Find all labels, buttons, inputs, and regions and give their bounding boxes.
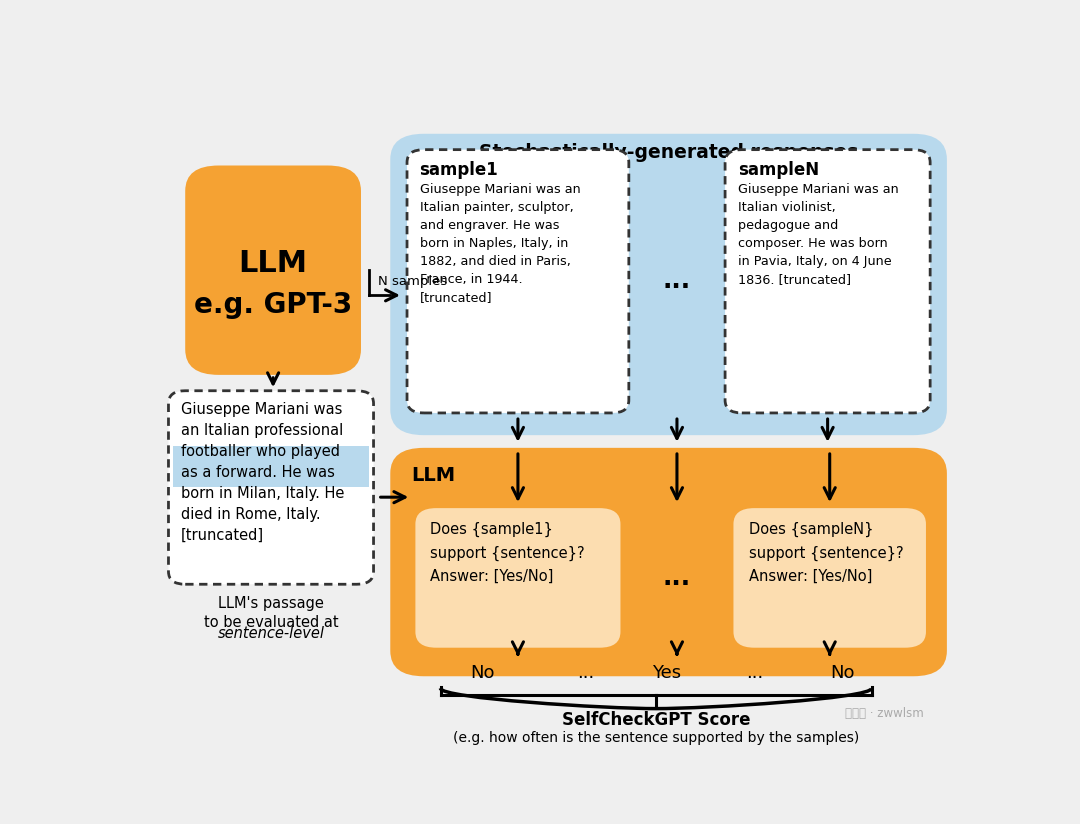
- Text: sampleN: sampleN: [738, 161, 819, 179]
- Text: e.g. GPT-3: e.g. GPT-3: [194, 291, 352, 319]
- Text: Yes: Yes: [652, 664, 681, 682]
- Text: N samples: N samples: [378, 274, 447, 288]
- FancyBboxPatch shape: [186, 166, 361, 375]
- Text: LLM: LLM: [239, 250, 308, 279]
- FancyBboxPatch shape: [725, 150, 930, 413]
- Text: ...: ...: [663, 566, 691, 590]
- Text: sentence-level: sentence-level: [217, 626, 324, 641]
- FancyBboxPatch shape: [407, 150, 629, 413]
- Text: Does {sampleN}
support {sentence}?
Answer: [Yes/No]: Does {sampleN} support {sentence}? Answe…: [748, 522, 903, 584]
- FancyBboxPatch shape: [733, 508, 926, 648]
- FancyBboxPatch shape: [390, 448, 947, 677]
- FancyBboxPatch shape: [390, 133, 947, 435]
- Text: LLM: LLM: [411, 466, 456, 485]
- Text: No: No: [831, 664, 854, 682]
- Text: Does {sample1}
support {sentence}?
Answer: [Yes/No]: Does {sample1} support {sentence}? Answe…: [431, 522, 585, 584]
- Text: SelfCheckGPT Score: SelfCheckGPT Score: [562, 711, 751, 729]
- FancyBboxPatch shape: [173, 446, 369, 486]
- Text: Stochastically-generated responses: Stochastically-generated responses: [478, 143, 859, 162]
- Text: Giuseppe Mariani was an
Italian painter, sculptor,
and engraver. He was
born in : Giuseppe Mariani was an Italian painter,…: [420, 183, 580, 303]
- Text: 公众号 · zwwlsm: 公众号 · zwwlsm: [845, 706, 923, 719]
- Text: (e.g. how often is the sentence supported by the samples): (e.g. how often is the sentence supporte…: [453, 732, 860, 746]
- Text: ...: ...: [663, 269, 691, 293]
- Text: ...: ...: [577, 664, 594, 682]
- Text: Giuseppe Mariani was
an Italian professional
footballer who played
as a forward.: Giuseppe Mariani was an Italian professi…: [181, 402, 345, 543]
- FancyBboxPatch shape: [416, 508, 620, 648]
- Text: ...: ...: [746, 664, 762, 682]
- Text: LLM's passage
to be evaluated at: LLM's passage to be evaluated at: [204, 596, 338, 630]
- Text: sample1: sample1: [420, 161, 498, 179]
- Text: Giuseppe Mariani was an
Italian violinist,
pedagogue and
composer. He was born
i: Giuseppe Mariani was an Italian violinis…: [738, 183, 899, 286]
- FancyBboxPatch shape: [168, 391, 374, 584]
- Text: No: No: [470, 664, 495, 682]
